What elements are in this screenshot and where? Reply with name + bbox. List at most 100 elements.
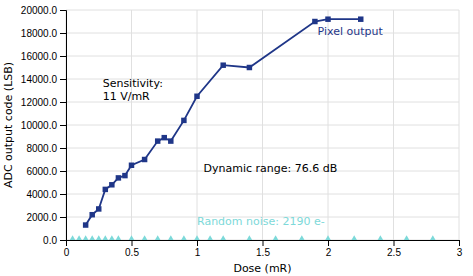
y-tick: 16000.0 xyxy=(21,51,66,62)
marker xyxy=(116,235,121,240)
annotation: Sensitivity:11 V/mR xyxy=(103,77,163,103)
x-tick: 2.5 xyxy=(387,240,401,258)
x-tick: 0 xyxy=(64,240,70,258)
x-tick-label: 0.5 xyxy=(125,247,139,258)
y-tick: 6000.0 xyxy=(26,166,66,177)
y-tick-mark xyxy=(60,33,66,34)
marker xyxy=(96,235,101,240)
annotation-line: Sensitivity: xyxy=(103,77,163,90)
x-tick-label: 1.5 xyxy=(256,247,270,258)
marker xyxy=(404,235,409,240)
marker xyxy=(194,235,199,240)
y-tick-label: 10000.0 xyxy=(21,120,58,131)
y-tick-label: 20000.0 xyxy=(21,5,58,16)
x-tick: 3 xyxy=(457,240,463,258)
y-tick-label: 0.0 xyxy=(43,235,57,246)
x-tick-mark xyxy=(197,240,198,246)
x-tick-label: 2 xyxy=(326,247,332,258)
y-axis: 0.0 2000.0 4000.0 6000.0 8000.0 10000.0 12000.… xyxy=(21,5,67,246)
y-tick-mark xyxy=(60,217,66,218)
marker xyxy=(247,235,252,240)
y-tick: 0.0 xyxy=(43,235,66,246)
x-axis-line xyxy=(67,241,460,247)
x-tick-label: 0 xyxy=(64,247,70,258)
y-tick: 20000.0 xyxy=(21,5,66,16)
y-tick-label: 12000.0 xyxy=(21,97,58,108)
y-tick-mark xyxy=(60,240,66,241)
y-tick: 4000.0 xyxy=(26,189,66,200)
grid-line-y xyxy=(66,10,459,11)
annotation: Pixel output xyxy=(318,25,384,38)
marker xyxy=(89,235,94,240)
annotation-line: 11 V/mR xyxy=(103,90,150,103)
y-tick: 2000.0 xyxy=(26,212,66,223)
marker xyxy=(220,235,225,240)
marker xyxy=(89,212,94,217)
marker xyxy=(299,235,304,240)
y-tick-label: 6000.0 xyxy=(26,166,57,177)
y-tick-mark xyxy=(60,171,66,172)
marker xyxy=(430,235,435,240)
marker xyxy=(181,118,186,123)
x-tick: 1 xyxy=(195,240,201,258)
marker xyxy=(122,173,127,178)
y-tick-label: 18000.0 xyxy=(21,28,58,39)
marker xyxy=(312,19,317,24)
y-tick-label: 4000.0 xyxy=(26,189,57,200)
chart: 0 0.5 1 1.5 2 2.5 3 0.0 2000.0 4000.0 6000.0 8000.0… xyxy=(0,0,473,276)
marker xyxy=(83,235,88,240)
x-tick-label: 3 xyxy=(457,247,463,258)
x-tick-mark xyxy=(263,240,264,246)
x-tick-mark xyxy=(328,240,329,246)
y-tick: 18000.0 xyxy=(21,28,66,39)
marker xyxy=(325,235,330,240)
marker xyxy=(103,235,108,240)
x-tick-mark xyxy=(459,240,460,246)
line xyxy=(86,19,361,225)
marker xyxy=(325,16,330,21)
grid-line-y xyxy=(66,56,459,57)
annotation-line: Random noise: 2190 e- xyxy=(197,215,325,228)
x-tick-mark xyxy=(132,240,133,246)
y-tick-mark xyxy=(60,102,66,103)
y-tick-label: 14000.0 xyxy=(21,74,58,85)
grid-line-y xyxy=(66,194,459,195)
y-tick-mark xyxy=(60,148,66,149)
grid-line-y xyxy=(66,125,459,126)
series xyxy=(70,235,436,240)
marker xyxy=(247,65,252,70)
y-tick-mark xyxy=(60,10,66,11)
marker xyxy=(162,135,167,140)
x-tick-label: 2.5 xyxy=(387,247,401,258)
y-tick-mark xyxy=(60,79,66,80)
marker xyxy=(194,94,199,99)
y-tick-label: 8000.0 xyxy=(26,143,57,154)
x-tick: 0.5 xyxy=(125,240,139,258)
marker xyxy=(116,175,121,180)
y-tick-label: 16000.0 xyxy=(21,51,58,62)
marker xyxy=(142,157,147,162)
x-tick-label: 1 xyxy=(195,247,201,258)
marker xyxy=(129,235,134,240)
y-axis-label: ADC output code (LSB) xyxy=(2,62,15,188)
x-axis: 0 0.5 1 1.5 2 2.5 3 xyxy=(64,240,463,258)
y-tick: 12000.0 xyxy=(21,97,66,108)
marker xyxy=(181,235,186,240)
y-tick-mark xyxy=(60,56,66,57)
y-tick: 10000.0 xyxy=(21,120,66,131)
grid xyxy=(66,10,459,240)
x-tick-mark xyxy=(394,240,395,246)
marker xyxy=(273,235,278,240)
marker xyxy=(109,235,114,240)
x-tick: 1.5 xyxy=(256,240,270,258)
annotation: Dynamic range: 76.6 dB xyxy=(204,162,338,175)
marker xyxy=(168,138,173,143)
marker xyxy=(351,235,356,240)
y-tick-mark xyxy=(60,194,66,195)
plot: 0 0.5 1 1.5 2 2.5 3 0.0 2000.0 4000.0 6000.0 8000.0… xyxy=(21,5,463,258)
series xyxy=(83,16,364,227)
chart-container: 0 0.5 1 1.5 2 2.5 3 0.0 2000.0 4000.0 6000.0 8000.0… xyxy=(0,0,473,276)
y-tick-label: 2000.0 xyxy=(26,212,57,223)
annotation-line: Pixel output xyxy=(318,25,384,38)
y-tick-mark xyxy=(60,125,66,126)
